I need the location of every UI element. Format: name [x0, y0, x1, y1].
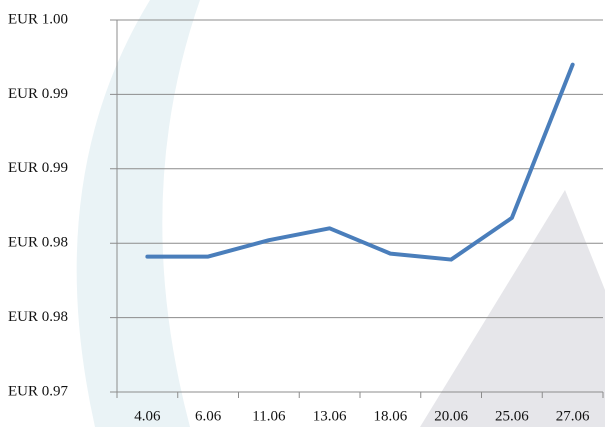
x-tick-label: 4.06	[134, 408, 161, 424]
x-tick-label: 13.06	[313, 408, 347, 424]
x-tick-label: 25.06	[495, 408, 529, 424]
y-tick-label: EUR 0.99	[8, 86, 68, 102]
background-swoosh	[76, 0, 200, 427]
line	[145, 62, 575, 262]
background-triangle	[420, 190, 605, 427]
y-tick-label: EUR 0.98	[8, 309, 68, 325]
x-tick-label: 6.06	[195, 408, 222, 424]
x-tick-label: 20.06	[434, 408, 468, 424]
x-tick-label: 11.06	[252, 408, 286, 424]
y-tick-label: EUR 0.98	[8, 235, 68, 251]
x-tick-label: 27.06	[556, 408, 590, 424]
x-tick-label: 18.06	[374, 408, 408, 424]
y-tick-label: EUR 0.99	[8, 160, 68, 176]
y-tick-label: EUR 1.00	[8, 11, 68, 27]
y-tick-label: EUR 0.97	[8, 383, 69, 399]
